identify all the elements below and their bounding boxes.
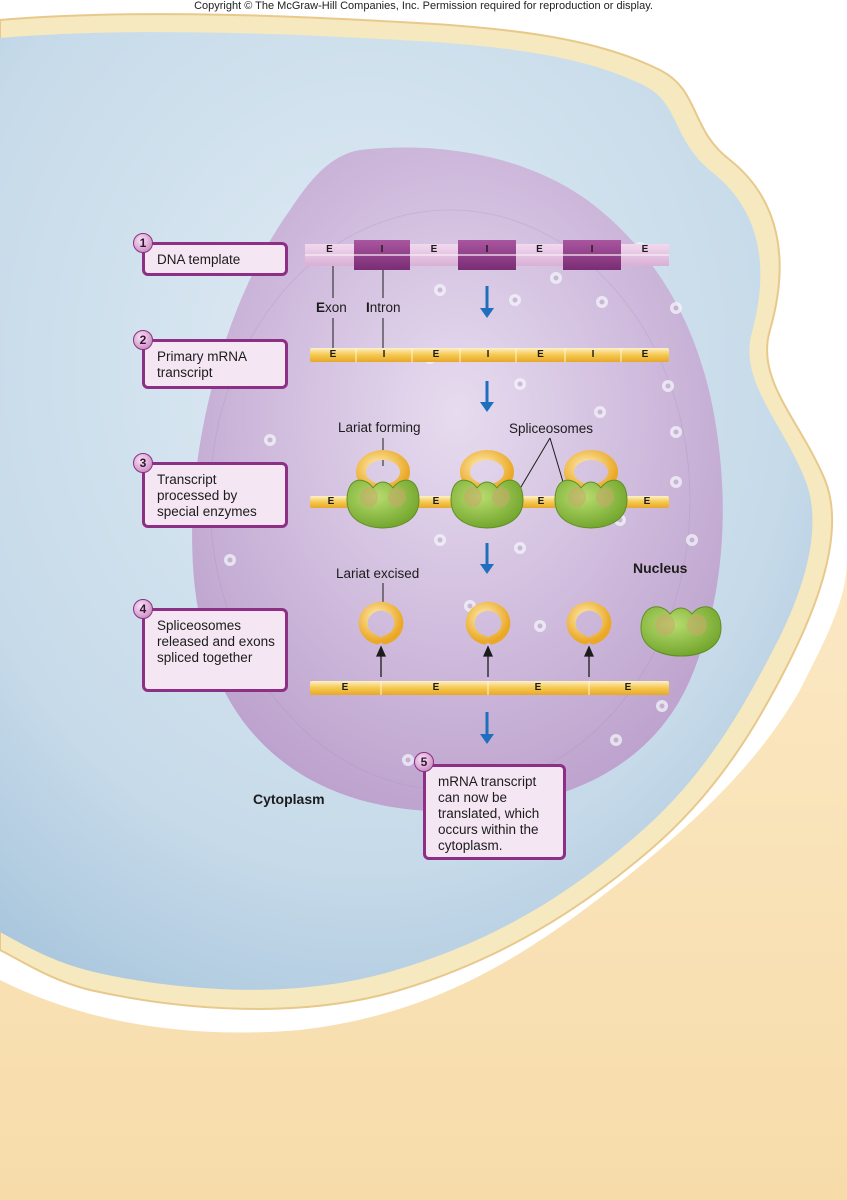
excised-lariat [358, 601, 404, 645]
dna-strand [305, 240, 669, 270]
step-5-text: mRNA transcript can now be translated, w… [438, 774, 540, 853]
nucleus [192, 147, 723, 812]
dna-segment-label: E [641, 244, 649, 255]
spliceosome [346, 479, 420, 529]
step-2-badge: 2 [133, 330, 153, 350]
down-arrow [480, 543, 494, 574]
mature-segment-label: E [432, 682, 440, 693]
mrna-segment-label: I [486, 349, 490, 360]
mature-segment-label: E [624, 682, 632, 693]
step-1-box: DNA template [142, 242, 288, 276]
exon-label: Exon [316, 300, 347, 316]
processing-segment-label: E [643, 496, 651, 507]
mrna-body [310, 348, 669, 362]
primary-mrna-strand [310, 348, 669, 362]
spliceosome [450, 479, 524, 529]
exon-label-initial: E [316, 300, 326, 315]
exon-label-rest: xon [325, 300, 347, 315]
dna-segment-label: E [430, 244, 438, 255]
intron-label-rest: ntron [369, 300, 401, 315]
process-arrows [480, 286, 494, 744]
down-arrow [480, 381, 494, 412]
lariat-forming-label: Lariat forming [338, 420, 421, 435]
dna-segment-label: I [380, 244, 384, 255]
lariat-excised-label: Lariat excised [336, 566, 420, 581]
nuclear-pores [224, 242, 698, 766]
dna-segment-label: E [536, 244, 543, 255]
step-3-box: Transcript processed by special enzymes [142, 462, 288, 528]
intron-label-initial: I [366, 300, 370, 315]
mrna-segment-label: E [641, 349, 649, 360]
step-3-text: Transcript processed by special enzymes [157, 472, 257, 519]
nucleus-label: Nucleus [633, 560, 688, 576]
mature-segment-label: E [341, 682, 349, 693]
strands [305, 240, 722, 695]
step-1-badge: 1 [133, 233, 153, 253]
spliceosomes-label: Spliceosomes [509, 421, 594, 436]
spliceosome [554, 479, 628, 529]
step-2-box: Primary mRNA transcript [142, 339, 288, 389]
mrna-segment-label: E [432, 349, 440, 360]
dna-segment-label: I [590, 244, 594, 255]
mature-mrna-body [310, 681, 669, 695]
cytoplasm-label: Cytoplasm [253, 791, 325, 807]
intron-label: Intron [366, 300, 401, 316]
dna-segment-label: I [485, 244, 489, 255]
down-arrow [480, 286, 494, 318]
excision-arrows [375, 645, 595, 677]
dna-segment-label: E [326, 244, 333, 255]
step-4-box: Spliceosomes released and exons spliced … [142, 608, 288, 692]
mrna-segment-label: E [329, 349, 337, 360]
mrna-segment-label: I [591, 349, 595, 360]
step-4-text: Spliceosomes released and exons spliced … [157, 618, 275, 665]
down-arrow [480, 712, 494, 744]
step-3-badge: 3 [133, 453, 153, 473]
mrna-segment-label: I [382, 349, 386, 360]
step-1-text: DNA template [157, 252, 241, 267]
processing-segment-label: E [327, 496, 335, 507]
excised-lariat [566, 601, 612, 645]
processing-segment-label: E [537, 496, 545, 507]
released-spliceosome [640, 606, 722, 657]
mrna-segment-label: E [537, 349, 544, 360]
step-5-box: mRNA transcript can now be translated, w… [423, 764, 566, 860]
step-5-badge: 5 [414, 752, 434, 772]
mature-mrna-strand [310, 681, 669, 695]
step-2-text: Primary mRNA transcript [157, 349, 247, 380]
released-products [310, 601, 722, 695]
processing-strand [310, 450, 669, 529]
step-4-badge: 4 [133, 599, 153, 619]
copyright-notice: Copyright © The McGraw-Hill Companies, I… [194, 0, 653, 12]
extracellular-region [0, 560, 847, 1200]
mature-segment-label: E [534, 682, 542, 693]
processing-segment-label: E [432, 496, 440, 507]
excised-lariat [465, 601, 511, 645]
